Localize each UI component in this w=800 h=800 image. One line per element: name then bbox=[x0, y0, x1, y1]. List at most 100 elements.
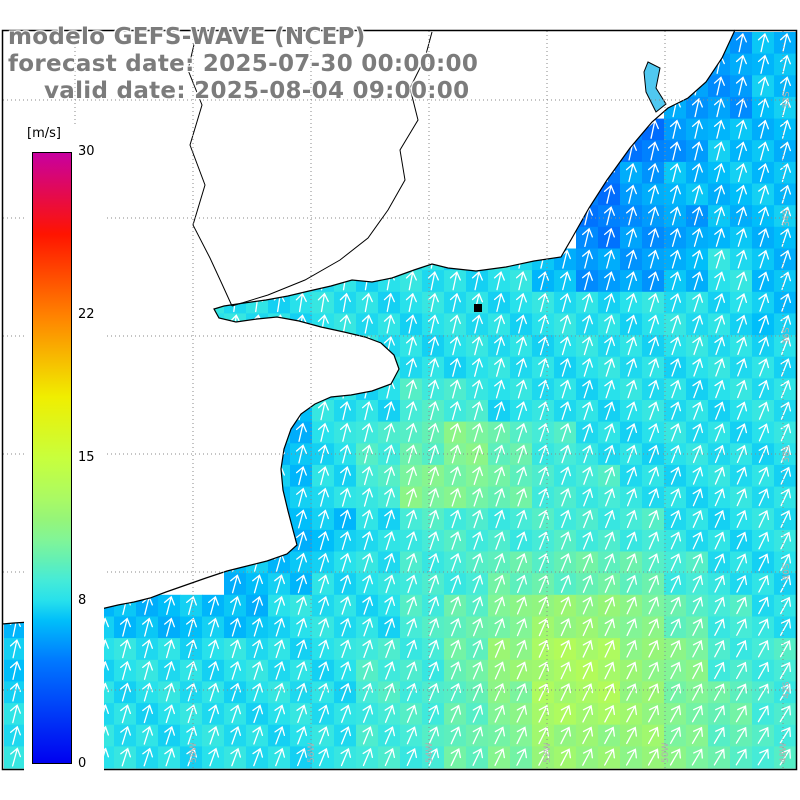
wind-arrow-icon bbox=[670, 531, 682, 550]
wind-arrow-icon bbox=[296, 747, 308, 767]
wind-arrow-icon bbox=[626, 401, 638, 420]
wind-arrow-icon bbox=[560, 487, 572, 507]
wind-arrow-icon bbox=[582, 639, 594, 658]
wind-arrow-icon bbox=[318, 552, 330, 572]
wind-arrow-icon bbox=[669, 119, 681, 139]
wind-arrow-icon bbox=[339, 400, 351, 421]
wind-arrow-icon bbox=[252, 747, 264, 767]
wind-arrow-icon bbox=[560, 466, 572, 485]
wind-arrow-icon bbox=[186, 725, 198, 745]
wind-arrow-icon bbox=[450, 422, 462, 442]
wind-arrow-icon bbox=[758, 141, 770, 161]
wind-arrow-icon bbox=[340, 639, 352, 659]
lon-label: 58W bbox=[189, 743, 199, 763]
wind-arrow-icon bbox=[560, 292, 571, 312]
wind-arrow-icon bbox=[450, 379, 461, 399]
wind-arrow-icon bbox=[692, 488, 704, 507]
wind-arrow-icon bbox=[472, 596, 484, 615]
wind-arrow-icon bbox=[494, 336, 505, 356]
lat-label: 42S bbox=[782, 681, 792, 698]
wind-arrow-icon bbox=[516, 596, 528, 615]
wind-arrow-icon bbox=[538, 336, 550, 356]
wind-arrow-icon bbox=[406, 401, 417, 421]
wind-arrow-icon bbox=[692, 661, 704, 680]
wind-arrow-icon bbox=[692, 466, 704, 485]
wind-arrow-icon bbox=[736, 184, 748, 204]
wind-arrow-icon bbox=[142, 617, 153, 637]
wind-arrow-icon bbox=[428, 552, 440, 572]
wind-arrow-icon bbox=[691, 141, 703, 161]
wind-arrow-icon bbox=[405, 336, 417, 356]
wind-arrow-icon bbox=[626, 618, 638, 637]
wind-arrow-icon bbox=[406, 422, 417, 442]
wind-arrow-icon bbox=[692, 444, 704, 464]
wind-arrow-icon bbox=[582, 466, 594, 485]
wind-arrow-icon bbox=[604, 487, 616, 507]
wind-arrow-icon bbox=[164, 747, 176, 767]
wind-arrow-icon bbox=[340, 487, 352, 507]
wind-arrow-icon bbox=[670, 357, 682, 377]
wind-arrow-icon bbox=[318, 465, 329, 486]
wind-arrow-icon bbox=[515, 271, 527, 291]
wind-arrow-icon bbox=[757, 97, 769, 118]
wind-arrow-icon bbox=[714, 639, 726, 658]
wind-arrow-icon bbox=[164, 617, 175, 637]
wind-arrow-icon bbox=[648, 227, 659, 247]
lon-label: 48W bbox=[779, 743, 789, 763]
wind-arrow-icon bbox=[735, 748, 747, 766]
wind-arrow-icon bbox=[648, 466, 660, 485]
wind-arrow-icon bbox=[736, 488, 748, 507]
wind-arrow-icon bbox=[10, 725, 21, 745]
wind-arrow-icon bbox=[406, 466, 418, 486]
wind-arrow-icon bbox=[164, 595, 175, 615]
wind-arrow-icon bbox=[471, 271, 483, 291]
wind-arrow-icon bbox=[714, 661, 725, 680]
wind-arrow-icon bbox=[318, 682, 330, 702]
wind-arrow-icon bbox=[626, 553, 638, 572]
wind-arrow-icon bbox=[494, 748, 506, 766]
wind-arrow-icon bbox=[758, 293, 770, 312]
graticule-labels: 32S34S36S38S40S42S60W58W56W54W52W50W48W bbox=[71, 91, 792, 763]
wind-arrow-icon bbox=[339, 444, 351, 464]
wind-arrow-icon bbox=[450, 617, 462, 637]
river-line bbox=[231, 31, 433, 307]
wind-arrow-icon bbox=[780, 293, 792, 312]
wind-arrow-icon bbox=[362, 574, 374, 594]
wind-arrow-icon bbox=[669, 726, 681, 744]
wind-arrow-icon bbox=[648, 249, 660, 269]
wind-arrow-icon bbox=[538, 466, 550, 485]
wind-arrow-icon bbox=[604, 531, 616, 550]
wind-arrow-icon bbox=[758, 531, 770, 550]
wind-arrow-icon bbox=[648, 401, 660, 420]
wind-arrow-icon bbox=[538, 596, 550, 615]
wind-arrow-icon bbox=[471, 314, 483, 334]
wind-arrow-icon bbox=[758, 314, 770, 334]
wind-arrow-icon bbox=[735, 54, 747, 74]
wind-arrow-icon bbox=[670, 639, 682, 658]
wind-arrow-icon bbox=[538, 487, 550, 507]
wind-arrow-icon bbox=[472, 466, 484, 486]
wind-arrow-icon bbox=[648, 336, 660, 356]
wind-arrow-icon bbox=[384, 661, 396, 680]
wind-arrow-icon bbox=[604, 553, 616, 572]
wind-arrow-icon bbox=[450, 466, 462, 486]
wind-arrow-icon bbox=[780, 141, 792, 161]
wind-arrow-icon bbox=[714, 227, 726, 247]
wind-arrow-icon bbox=[736, 336, 748, 355]
wind-arrow-icon bbox=[692, 423, 704, 442]
wind-arrow-icon bbox=[252, 639, 264, 659]
wind-arrow-icon bbox=[692, 249, 704, 269]
wind-arrow-icon bbox=[692, 227, 704, 247]
wind-arrow-icon bbox=[427, 270, 439, 291]
wind-arrow-icon bbox=[779, 661, 791, 680]
wind-arrow-icon bbox=[648, 271, 660, 291]
wind-arrow-icon bbox=[164, 660, 176, 680]
wind-arrow-icon bbox=[692, 206, 704, 226]
lon-label: 54W bbox=[425, 743, 435, 763]
wind-arrow-icon bbox=[428, 596, 440, 615]
wind-arrow-icon bbox=[669, 748, 681, 766]
wind-arrow-icon bbox=[626, 639, 638, 658]
wind-arrow-icon bbox=[626, 509, 638, 529]
wind-arrow-icon bbox=[582, 618, 594, 637]
wind-arrow-icon bbox=[670, 705, 681, 723]
